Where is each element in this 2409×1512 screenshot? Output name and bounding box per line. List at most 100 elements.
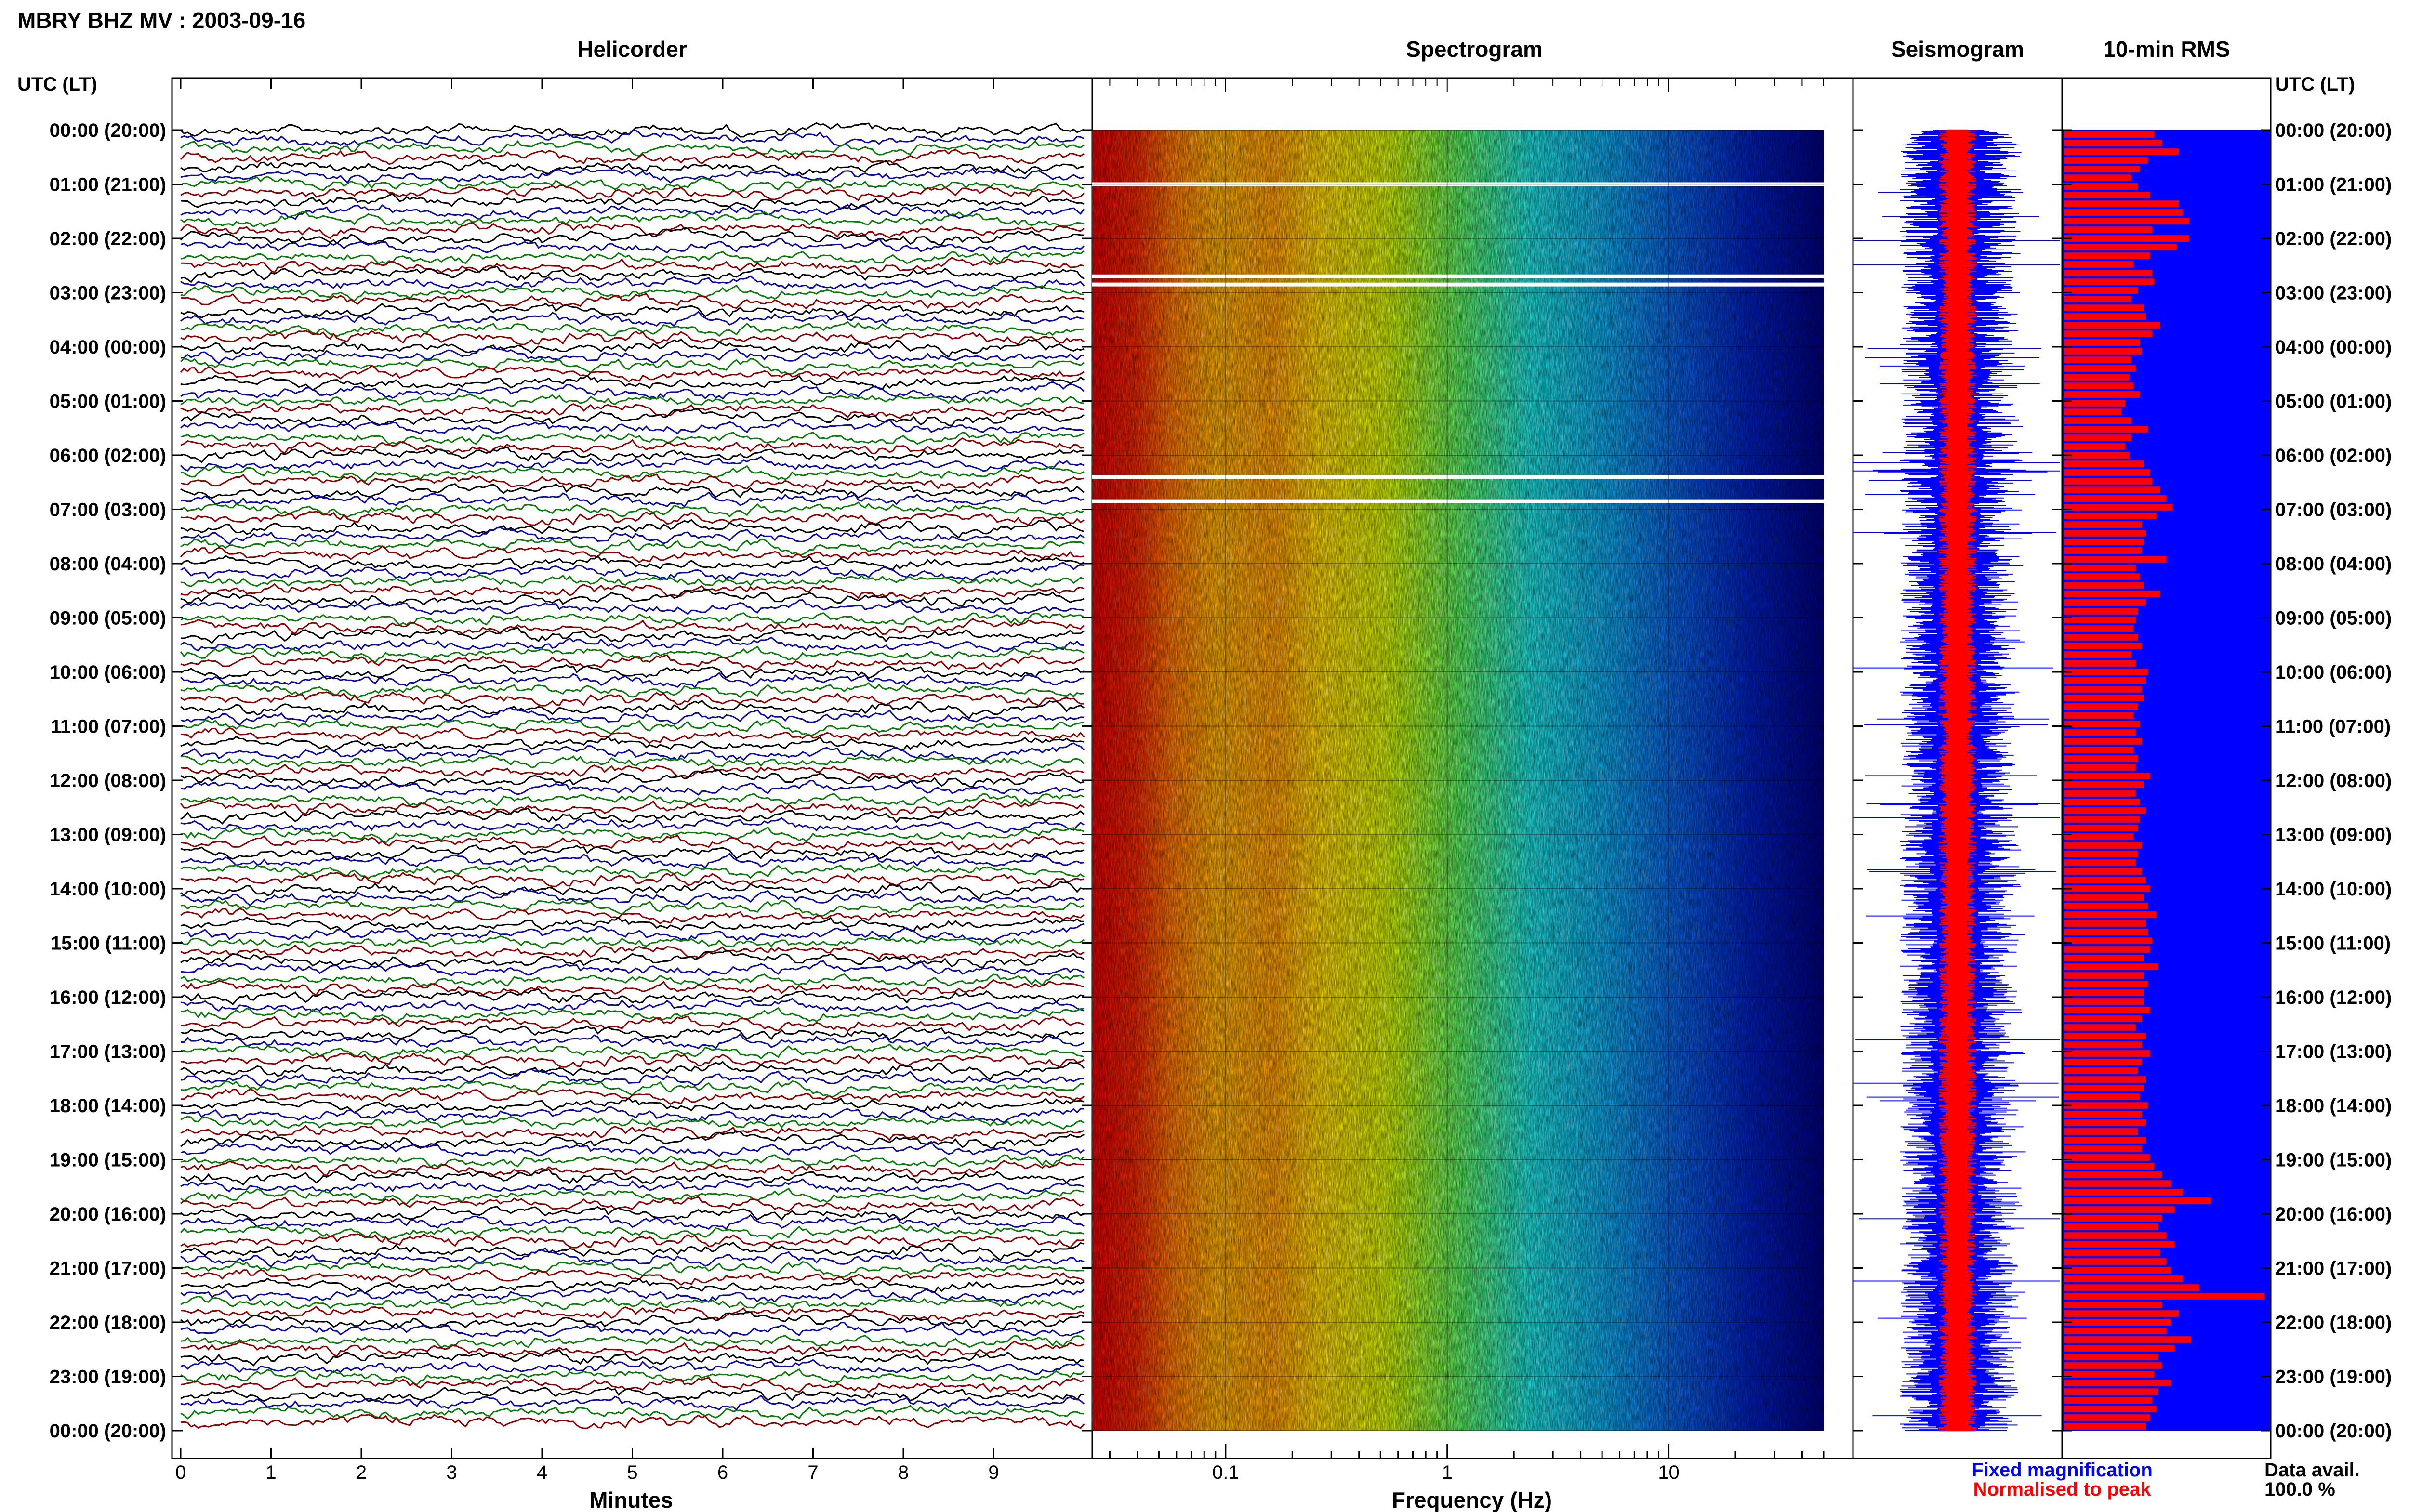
- helicorder-trace: [180, 583, 1085, 600]
- helicorder-trace: [180, 1116, 1085, 1130]
- helicorder-trace: [180, 1043, 1085, 1060]
- rms-bar: [2064, 417, 2132, 424]
- rms-bar: [2064, 1015, 2142, 1022]
- rms-bar: [2064, 356, 2132, 363]
- spectrogram-noise: [1092, 130, 1824, 1431]
- helicorder-x-tick-label: 9: [988, 1462, 999, 1483]
- rms-bar: [2064, 495, 2167, 502]
- time-label-right: 22:00 (18:00): [2275, 1312, 2392, 1333]
- helicorder-trace: [180, 906, 1085, 925]
- time-label-left: 00:00 (20:00): [50, 1420, 166, 1442]
- spectrogram-gap: [1092, 182, 1824, 186]
- rms-bar: [2064, 617, 2136, 623]
- helicorder-trace: [180, 1206, 1085, 1222]
- rms-bar: [2064, 270, 2152, 276]
- rms-bar: [2064, 1249, 2160, 1256]
- rms-bar: [2064, 1232, 2167, 1239]
- rms-bar: [2064, 868, 2142, 875]
- helicorder-trace: [180, 293, 1085, 310]
- time-label-left: 20:00 (16:00): [50, 1204, 166, 1225]
- time-label-right: 02:00 (22:00): [2275, 228, 2392, 250]
- helicorder-trace: [180, 159, 1085, 176]
- helicorder-trace: [180, 1178, 1085, 1195]
- helicorder-trace: [180, 769, 1085, 788]
- helicorder-x-tick-label: 5: [627, 1462, 637, 1483]
- helicorder-x-tick-label: 2: [356, 1462, 367, 1483]
- spectrogram-x-tick-label: 10: [1658, 1462, 1680, 1483]
- rms-bar: [2064, 1050, 2150, 1057]
- rms-bar: [2064, 166, 2140, 172]
- time-label-right: 12:00 (08:00): [2275, 770, 2392, 791]
- time-label-right: 08:00 (04:00): [2275, 553, 2392, 575]
- helicorder-trace: [180, 763, 1085, 780]
- helicorder-trace: [180, 1295, 1085, 1311]
- helicorder-trace: [180, 418, 1085, 434]
- helicorder-trace: [180, 835, 1085, 852]
- time-label-left: 11:00 (07:00): [51, 716, 166, 737]
- helicorder-trace: [180, 949, 1085, 968]
- helicorder-trace: [180, 545, 1085, 564]
- helicorder-trace: [180, 1359, 1085, 1375]
- helicorder-trace: [180, 1267, 1085, 1286]
- helicorder-trace: [180, 1097, 1085, 1114]
- rms-bar: [2064, 348, 2142, 355]
- helicorder-trace: [180, 446, 1085, 463]
- time-label-left: 10:00 (06:00): [50, 662, 166, 683]
- rms-bar: [2064, 1145, 2142, 1152]
- time-label-right: 05:00 (01:00): [2275, 391, 2392, 412]
- helicorder-trace: [180, 672, 1085, 688]
- helicorder-trace: [180, 799, 1085, 816]
- helicorder-trace: [180, 1305, 1085, 1322]
- rms-bar: [2064, 1267, 2171, 1274]
- helicorder-trace: [180, 754, 1085, 769]
- time-label-left: 09:00 (05:00): [50, 608, 166, 629]
- rms-bar: [2064, 582, 2144, 589]
- rms-bar: [2064, 1171, 2162, 1178]
- rms-bar: [2064, 738, 2142, 745]
- rms-bar: [2064, 1059, 2142, 1065]
- helicorder-trace: [180, 130, 1085, 147]
- helicorder-trace: [180, 944, 1085, 961]
- helicorder-trace: [180, 627, 1085, 644]
- rms-bar: [2064, 1085, 2144, 1091]
- time-label-right: 00:00 (20:00): [2275, 1420, 2392, 1442]
- rms-bar: [2064, 252, 2150, 259]
- helicorder-trace: [180, 483, 1085, 499]
- helicorder-x-ticks: 0 1 2 3 4 5 6 7 8 9: [175, 78, 999, 1483]
- rms-bar: [2064, 330, 2152, 337]
- helicorder-trace: [180, 237, 1085, 254]
- time-label-right: 03:00 (23:00): [2275, 283, 2392, 304]
- time-label-left: 21:00 (17:00): [50, 1258, 166, 1279]
- rms-bar: [2064, 1336, 2191, 1343]
- rms-bar: [2064, 1302, 2162, 1308]
- rms-bar: [2064, 929, 2148, 935]
- helicorder-x-tick-label: 4: [537, 1462, 547, 1483]
- rms-bar: [2064, 1423, 2146, 1430]
- helicorder-trace: [180, 302, 1085, 319]
- rms-bar: [2064, 573, 2140, 580]
- rms-bar: [2064, 963, 2158, 970]
- time-label-right: 13:00 (09:00): [2275, 825, 2392, 846]
- helicorder-trace: [180, 562, 1085, 582]
- helicorder-trace: [180, 432, 1085, 446]
- rms-hour-ticks: [2062, 129, 2271, 1432]
- helicorder-trace: [180, 357, 1085, 375]
- rms-bar: [2064, 504, 2173, 511]
- helicorder-trace: [180, 346, 1085, 365]
- rms-bar: [2064, 591, 2160, 597]
- helicorder-trace: [180, 408, 1085, 426]
- rms-bar: [2064, 426, 2148, 433]
- rms-bar: [2064, 695, 2144, 701]
- helicorder-x-tick-label: 7: [807, 1462, 818, 1483]
- rms-bar: [2064, 877, 2146, 883]
- helicorder-trace: [180, 222, 1085, 239]
- spectrogram-x-label: Frequency (Hz): [1392, 1487, 1552, 1512]
- rms-bar: [2064, 209, 2183, 216]
- helicorder-trace: [180, 250, 1085, 265]
- helicorder-trace: [180, 330, 1085, 345]
- time-label-right: 00:00 (20:00): [2275, 120, 2392, 141]
- helicorder-trace: [180, 381, 1085, 401]
- helicorder-trace: [180, 555, 1085, 572]
- helicorder-x-tick-label: 0: [175, 1462, 186, 1483]
- rms-bar: [2064, 513, 2157, 519]
